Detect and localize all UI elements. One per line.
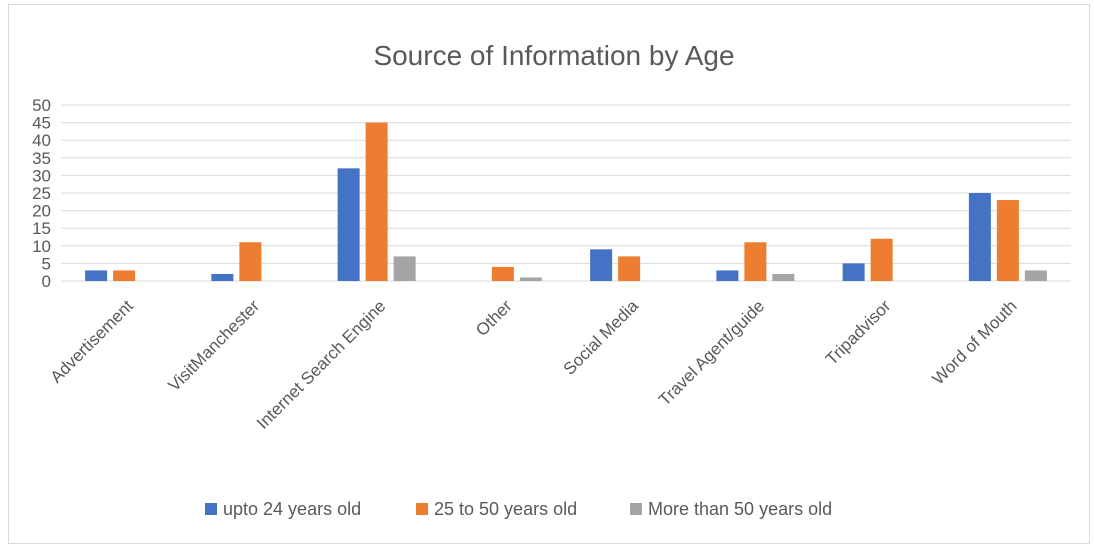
chart-title: Source of Information by Age [373, 40, 734, 71]
bar [1024, 270, 1047, 281]
legend-label: More than 50 years old [648, 499, 832, 519]
legend-swatch [416, 503, 428, 515]
y-tick-label: 25 [32, 184, 51, 203]
bar [365, 122, 388, 281]
y-tick-label: 35 [32, 149, 51, 168]
bar [996, 200, 1019, 281]
y-tick-label: 10 [32, 237, 51, 256]
bar [744, 242, 767, 281]
legend-label: upto 24 years old [223, 499, 361, 519]
x-tick-label: Travel Agent/guide [655, 296, 768, 409]
bar [85, 270, 108, 281]
bar [113, 270, 136, 281]
bar [716, 270, 739, 281]
y-tick-label: 30 [32, 166, 51, 185]
y-tick-label: 45 [32, 114, 51, 133]
legend-swatch [630, 503, 642, 515]
x-tick-label: Internet Search Engine [253, 296, 389, 432]
y-tick-label: 50 [32, 96, 51, 115]
x-tick-label: Word of Mouth [929, 296, 1021, 388]
x-tick-label: Tripadvisor [822, 296, 895, 369]
y-tick-label: 0 [42, 272, 51, 291]
legend: upto 24 years old 25 to 50 years old More … [205, 499, 832, 519]
bar [491, 266, 514, 281]
bar [590, 249, 613, 281]
bars [85, 122, 1047, 281]
bar [337, 168, 360, 281]
y-tick-label: 5 [42, 254, 51, 273]
bar [968, 193, 991, 281]
y-tick-label: 20 [32, 202, 51, 221]
y-tick-label: 15 [32, 219, 51, 238]
x-tick-label: Advertisement [47, 296, 137, 386]
bar [393, 256, 416, 281]
bar [618, 256, 641, 281]
legend-swatch [205, 503, 217, 515]
bar [239, 242, 262, 281]
bar [211, 273, 234, 281]
bar [842, 263, 865, 281]
x-tick-label: Social Media [560, 296, 643, 379]
x-tick-label: Other [472, 296, 516, 340]
bar [772, 273, 795, 281]
legend-label: 25 to 50 years old [434, 499, 577, 519]
y-tick-label: 40 [32, 131, 51, 150]
gridlines [61, 104, 1071, 282]
bar [519, 277, 542, 281]
bar [870, 238, 893, 281]
chart-frame: Source of Information by Age 0 5 10 15 20 25 3… [8, 4, 1090, 544]
x-tick-label: VisitManchester [164, 296, 263, 395]
bar-chart: Source of Information by Age 05101520253… [32, 40, 1071, 519]
